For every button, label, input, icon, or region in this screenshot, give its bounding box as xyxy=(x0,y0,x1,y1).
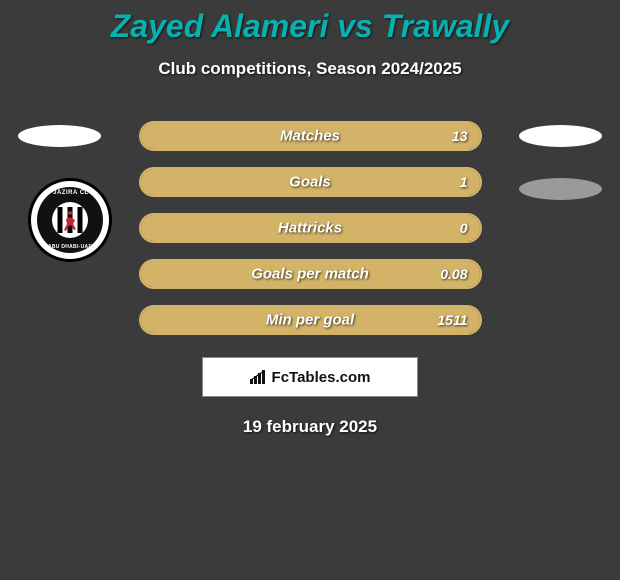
club-badge-left: AL-JAZIRA CLUB ABU DHABI-UAE xyxy=(28,178,112,262)
brand-text: FcTables.com xyxy=(272,369,371,386)
stat-row: Min per goal 1511 xyxy=(139,305,482,335)
stat-value: 1511 xyxy=(437,312,467,328)
club-badge-right-placeholder xyxy=(519,178,602,200)
stat-row: Goals per match 0.08 xyxy=(139,259,482,289)
page-subtitle: Club competitions, Season 2024/2025 xyxy=(0,59,620,79)
stat-label: Matches xyxy=(280,128,340,145)
stat-row: Matches 13 xyxy=(139,121,482,151)
stat-label: Goals per match xyxy=(251,266,369,283)
stat-row: Goals 1 xyxy=(139,167,482,197)
bar-chart-icon xyxy=(250,370,268,384)
date-label: 19 february 2025 xyxy=(0,417,620,437)
stat-label: Goals xyxy=(289,174,331,191)
badge-figure-icon xyxy=(61,209,79,231)
player-avatar-left xyxy=(18,125,101,147)
stat-value: 1 xyxy=(460,174,468,190)
page-title: Zayed Alameri vs Trawally xyxy=(0,0,620,45)
stat-label: Min per goal xyxy=(266,312,354,329)
stat-value: 0.08 xyxy=(440,266,467,282)
stat-value: 13 xyxy=(452,128,468,144)
badge-top-text: AL-JAZIRA CLUB xyxy=(37,190,103,196)
stat-label: Hattricks xyxy=(278,220,342,237)
brand-watermark[interactable]: FcTables.com xyxy=(202,357,418,397)
player-avatar-right xyxy=(519,125,602,147)
badge-bottom-text: ABU DHABI-UAE xyxy=(37,244,103,250)
stat-value: 0 xyxy=(460,220,468,236)
stat-row: Hattricks 0 xyxy=(139,213,482,243)
